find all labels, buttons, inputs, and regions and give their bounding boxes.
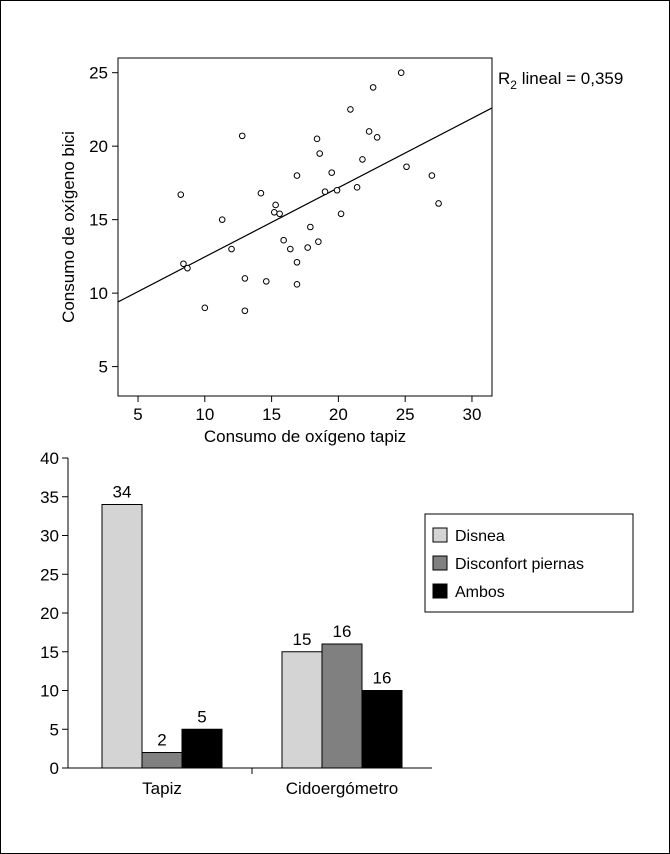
scatter-y-tick-label: 25 — [89, 64, 108, 83]
legend-label: Ambos — [455, 584, 505, 601]
bar-disconfort-piernas — [321, 643, 363, 769]
scatter-point — [347, 106, 354, 113]
scatter-point — [304, 244, 311, 251]
scatter-point — [365, 128, 373, 135]
scatter-y-axis-label: Consumo de oxígeno bici — [59, 131, 78, 323]
scatter-point — [280, 236, 287, 244]
bar-y-tick-label: 20 — [40, 604, 59, 623]
scatter-point — [262, 278, 270, 285]
scatter-point — [353, 184, 361, 191]
scatter-x-tick-label: 20 — [329, 405, 348, 424]
bar-data-label: 16 — [373, 669, 392, 688]
scatter-point — [313, 135, 321, 143]
legend-swatch — [432, 555, 448, 571]
scatter-point — [272, 201, 279, 209]
scatter-point — [328, 169, 336, 176]
bar-y-tick-label: 0 — [50, 759, 59, 778]
bar-y-ticks: 0 5 10 15 20 25 30 35 40 — [40, 449, 68, 778]
bar-marks: 34 2 5 15 16 16 — [101, 483, 403, 769]
scatter-point — [218, 216, 226, 223]
scatter-point — [241, 307, 249, 315]
bar-ambos — [361, 690, 403, 769]
scatter-point — [293, 172, 301, 179]
bar-y-tick-label: 15 — [40, 643, 59, 662]
bar-category-label: Cidoergómetro — [286, 779, 398, 798]
scatter-plot-area — [117, 57, 493, 397]
bar-data-label: 16 — [333, 622, 352, 641]
scatter-point — [369, 84, 377, 91]
scatter-x-tick-label: 25 — [396, 405, 415, 424]
scatter-point — [337, 210, 345, 218]
bar-disnea — [281, 651, 323, 769]
bar-disnea — [101, 504, 143, 769]
scatter-point — [316, 150, 323, 157]
bar-y-tick-label: 25 — [40, 565, 59, 584]
bar-y-tick-label: 35 — [40, 488, 59, 507]
scatter-x-axis-label: Consumo de oxígeno tapiz — [204, 427, 406, 446]
scatter-point — [287, 245, 294, 253]
scatter-x-tick-label: 30 — [463, 405, 482, 424]
bar-categories: Tapiz Cidoergómetro — [142, 768, 398, 798]
scatter-x-tick-label: 15 — [262, 405, 281, 424]
scatter-x-tick-label: 10 — [195, 405, 214, 424]
scatter-point — [321, 188, 329, 196]
legend-box — [424, 513, 634, 613]
scatter-y-tick-label: 20 — [89, 137, 108, 156]
legend-label: Disconfort piernas — [455, 556, 584, 573]
bar-disconfort-piernas — [141, 752, 183, 769]
bar-category-label: Tapiz — [142, 779, 182, 798]
scatter-point — [315, 238, 322, 245]
bar-y-tick-label: 5 — [50, 720, 59, 739]
bar-data-label: 5 — [197, 707, 206, 726]
bar-ambos — [181, 728, 223, 769]
scatter-ticks: 5 10 15 20 25 30 5 10 15 20 25 — [89, 64, 481, 424]
scatter-point — [403, 163, 410, 171]
bar-legend: Disnea Disconfort piernas Ambos — [424, 513, 634, 613]
scatter-point — [228, 245, 235, 253]
scatter-point — [276, 210, 283, 218]
scatter-point — [373, 134, 381, 141]
scatter-point — [201, 304, 209, 312]
scatter-point — [177, 191, 185, 198]
scatter-points — [177, 69, 442, 315]
scatter-y-tick-label: 15 — [89, 211, 108, 230]
scatter-y-tick-label: 10 — [89, 284, 108, 303]
bar-y-tick-label: 10 — [40, 682, 59, 701]
bar-y-tick-label: 30 — [40, 527, 59, 546]
scatter-point — [293, 258, 301, 266]
scatter-x-tick-label: 5 — [133, 405, 142, 424]
scatter-fit-line — [117, 107, 493, 303]
scatter-point — [257, 189, 265, 197]
scatter-point — [435, 200, 442, 207]
scatter-point — [238, 132, 246, 140]
scatter-point — [397, 69, 405, 76]
legend-swatch — [432, 583, 448, 599]
scatter-point — [359, 156, 366, 163]
legend-label: Disnea — [455, 528, 505, 545]
scatter-point — [428, 172, 436, 179]
scatter-point — [333, 186, 341, 194]
bar-data-label: 34 — [113, 483, 132, 502]
scatter-chart: 5 10 15 20 25 30 5 10 15 20 25 Consumo de oxígeno … — [59, 57, 623, 446]
scatter-point — [241, 275, 249, 282]
scatter-point — [307, 223, 314, 231]
r2-annotation: R2 lineal = 0,359 — [498, 69, 623, 92]
scatter-point — [184, 264, 191, 272]
bar-data-label: 2 — [157, 731, 166, 750]
scatter-point — [270, 209, 278, 216]
scatter-point — [293, 281, 301, 288]
bar-y-tick-label: 40 — [40, 449, 59, 468]
scatter-y-tick-label: 5 — [99, 358, 108, 377]
legend-swatch — [432, 527, 448, 543]
bar-data-label: 15 — [293, 630, 312, 649]
scatter-point — [180, 260, 187, 268]
